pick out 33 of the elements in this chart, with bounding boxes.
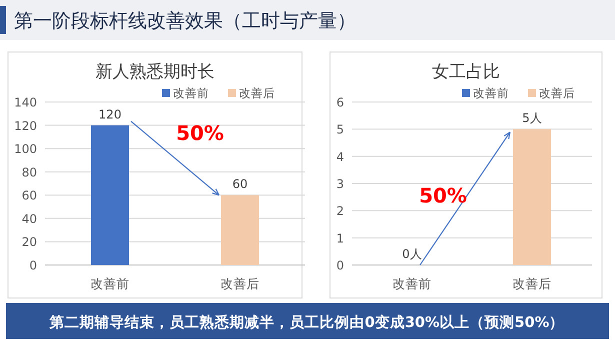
x-tick-label: 改善后 [220, 276, 260, 291]
data-label: 0人 [402, 247, 422, 261]
data-label: 120 [98, 107, 122, 122]
x-tick-label: 改善前 [392, 276, 432, 291]
y-tick-label: 2 [336, 204, 344, 218]
text: 第一阶段标杆线改善效果（工时与产量） [14, 10, 356, 32]
y-tick-label: 80 [22, 165, 37, 180]
y-tick-label: 120 [14, 118, 37, 133]
legend-label: 改善后 [239, 86, 275, 100]
annotation: 50% [176, 121, 224, 146]
legend-label: 改善前 [473, 86, 509, 100]
data-label: 60 [232, 177, 248, 192]
legend-label: 改善后 [539, 86, 575, 100]
y-tick-label: 3 [336, 177, 344, 191]
y-tick-label: 40 [22, 212, 37, 226]
annotation: 50% [419, 184, 467, 208]
y-tick-label: 60 [22, 188, 37, 203]
y-tick-label: 6 [336, 96, 344, 110]
y-tick-label: 4 [336, 150, 344, 164]
text: 第二期辅导结束，员工熟悉期减半，员工比例由0变成30%以上（预测50%） [48, 313, 564, 331]
y-tick-label: 0 [336, 258, 344, 272]
legend-label: 改善前 [173, 86, 209, 100]
x-tick-label: 改善前 [90, 276, 130, 291]
chart-title: 女工占比 [432, 62, 500, 82]
data-label: 5人 [522, 111, 542, 126]
y-tick-label: 0 [29, 258, 37, 272]
y-tick-label: 20 [22, 235, 37, 250]
y-tick-label: 5 [336, 122, 344, 137]
y-tick-label: 140 [14, 96, 37, 110]
y-tick-label: 100 [14, 142, 37, 156]
x-tick-label: 改善后 [512, 276, 552, 291]
y-tick-label: 1 [336, 231, 344, 246]
chart-title: 新人熟悉期时长 [96, 62, 214, 82]
